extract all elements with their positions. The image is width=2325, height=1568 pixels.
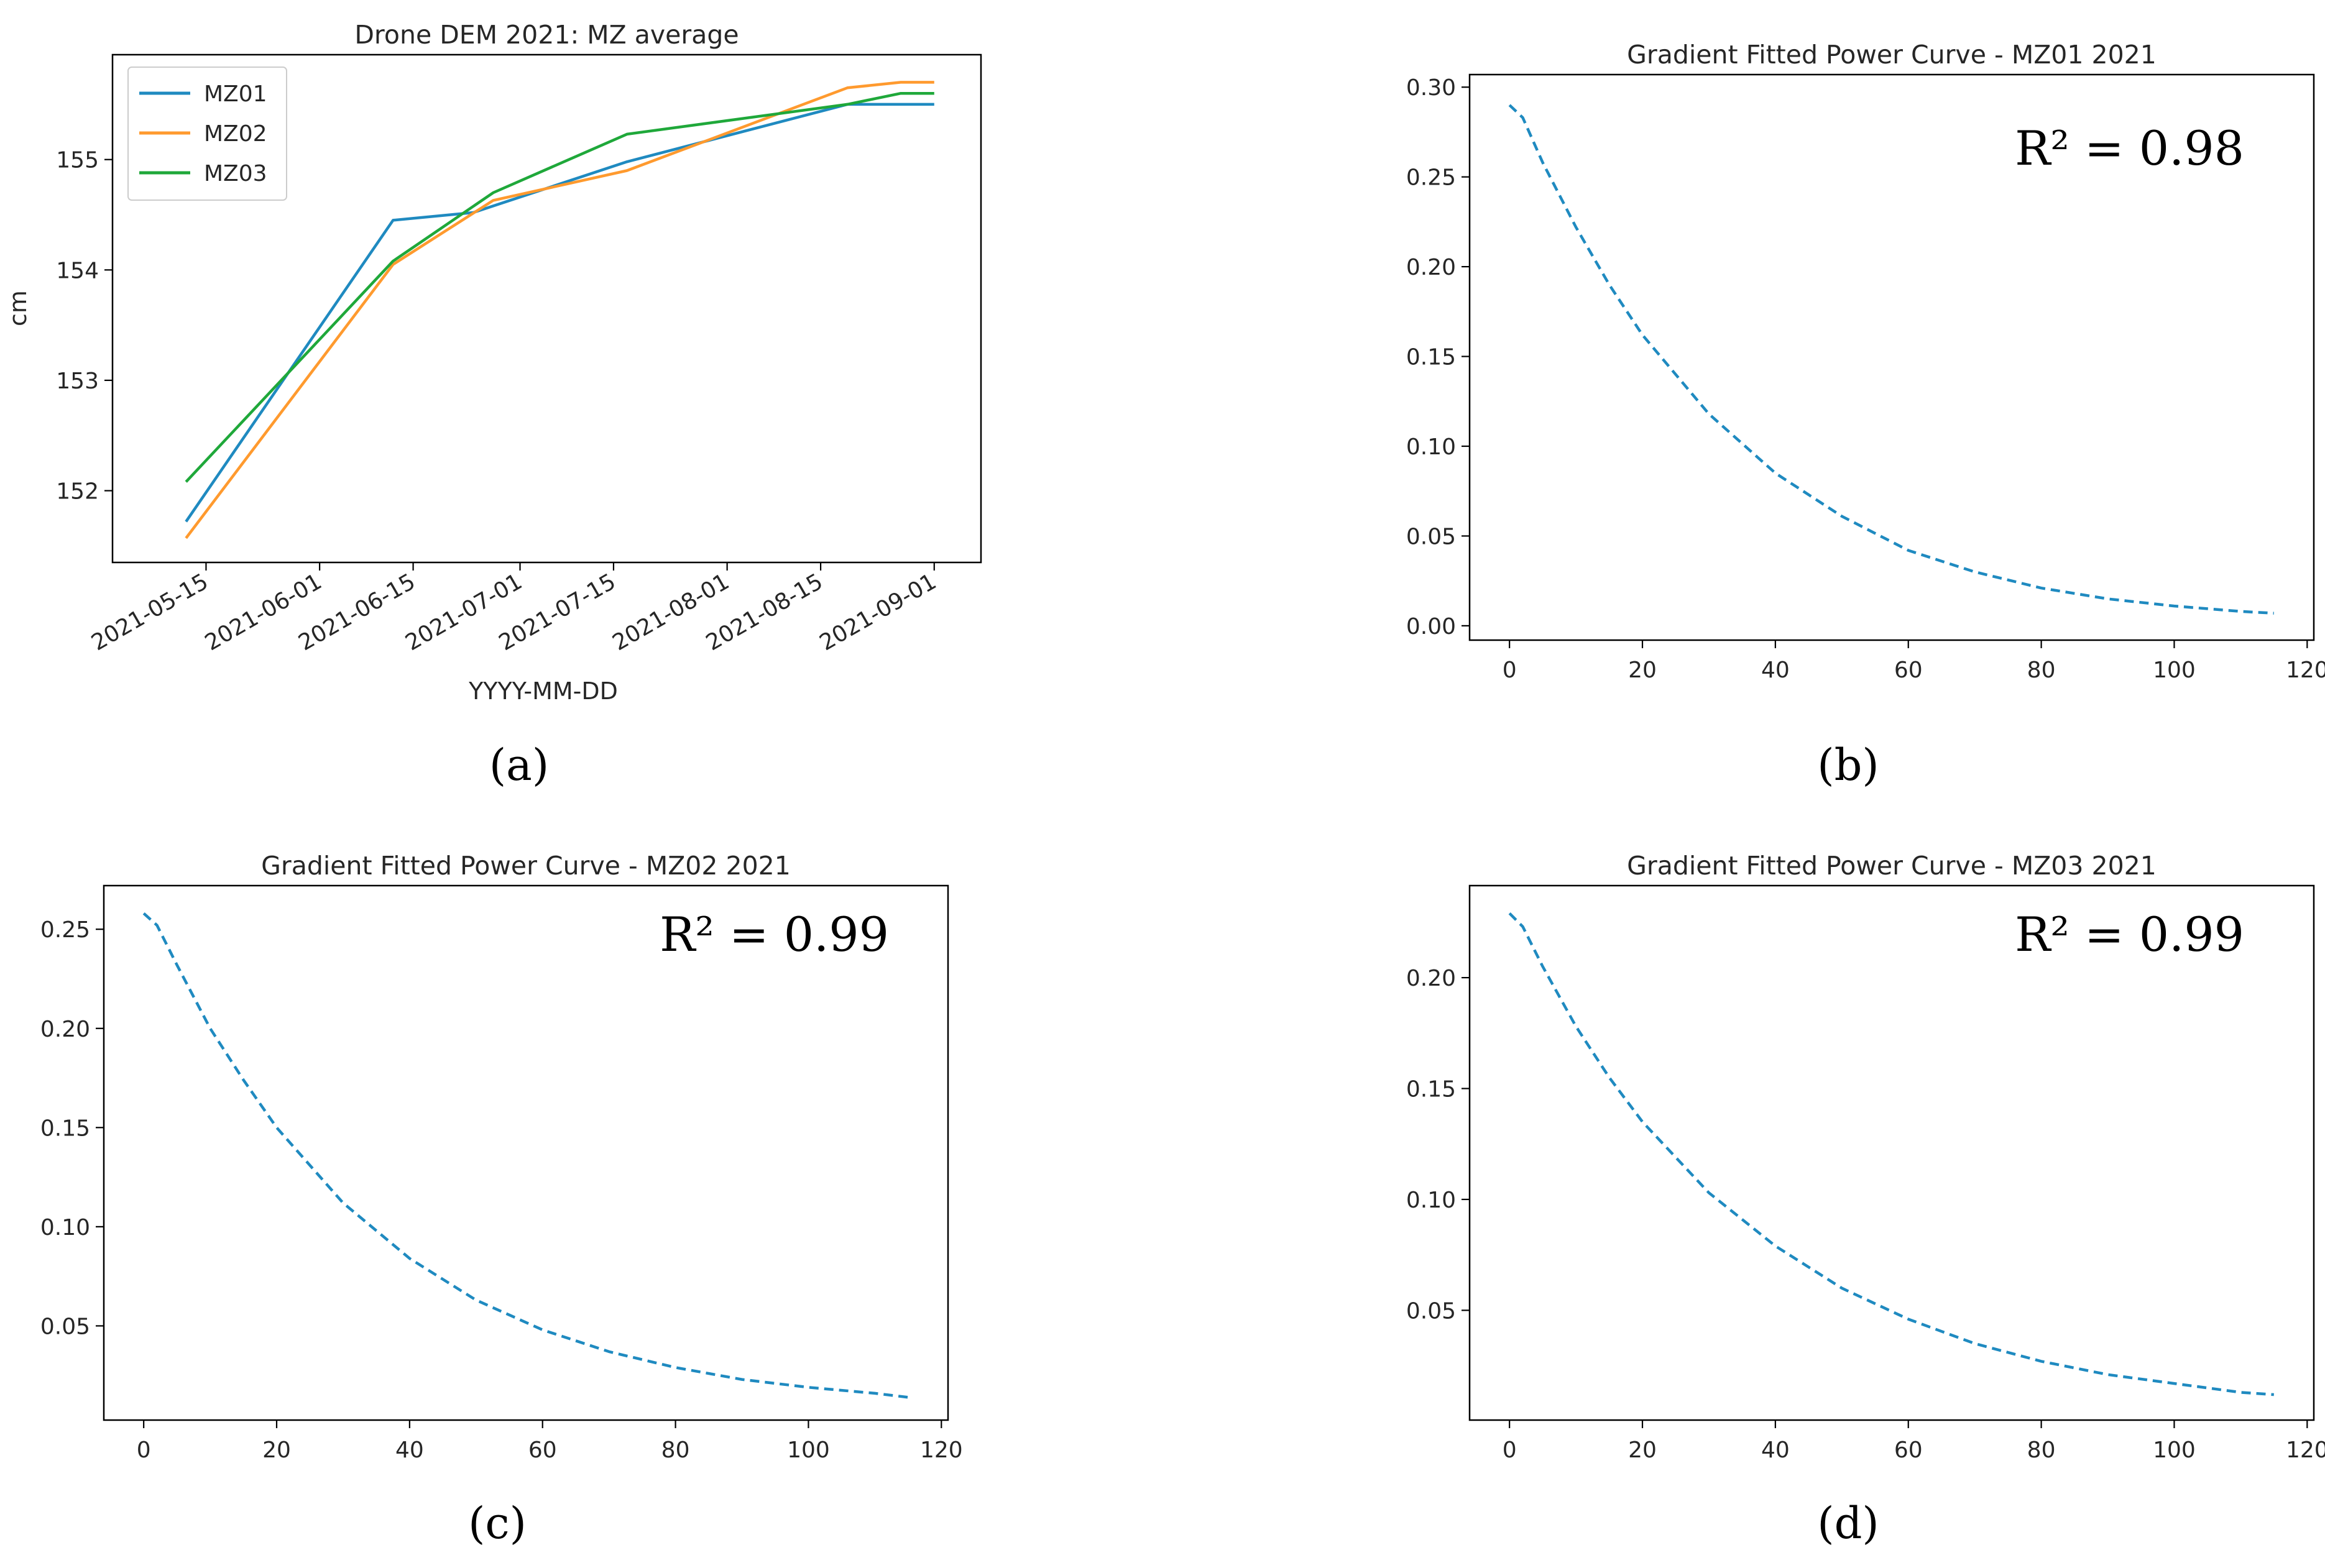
legend-box [127,66,287,201]
x-tick-label: 2021-05-15 [87,569,213,656]
x-tick-label: 80 [2027,658,2056,683]
x-tick-label: 0 [1503,1437,1517,1463]
x-tick-label: 20 [262,1437,291,1463]
chart-title: Gradient Fitted Power Curve - MZ03 2021 [1627,851,2157,881]
r-squared-annotation: R² = 0.98 [2015,121,2244,176]
x-tick-label: 120 [920,1437,963,1463]
y-tick-label: 0.10 [1406,434,1456,460]
x-tick-label: 20 [1628,1437,1657,1463]
chart-a: Drone DEM 2021: MZ average 152 153 154 155 20… [4,20,982,791]
y-tick-label: 0.10 [1406,1188,1456,1213]
legend-label-mz01: MZ01 [204,81,267,107]
r-squared-annotation: R² = 0.99 [2015,907,2244,962]
x-tick-label: 60 [528,1437,557,1463]
x-tick-label: 2021-09-01 [816,569,941,656]
plot-frame [1468,73,2315,641]
series-line-mz03 [185,91,934,483]
y-tick-label: 0.05 [1406,524,1456,549]
x-tick-label: 20 [1628,658,1657,683]
y-tick-label: 0.20 [40,1017,90,1042]
chart-title: Gradient Fitted Power Curve - MZ01 2021 [1627,40,2157,70]
y-tick-label: 0.05 [40,1314,90,1339]
plot-frame [111,53,982,564]
y-axis-label: cm [4,290,32,326]
r-squared-annotation: R² = 0.99 [660,907,889,962]
x-tick-label: 40 [1761,1437,1790,1463]
panel-label-c: (c) [468,1498,527,1549]
x-tick-label: 80 [661,1437,690,1463]
x-tick-label: 60 [1894,1437,1923,1463]
y-tick-label: 155 [56,148,99,173]
legend: MZ01 MZ02 MZ03 [127,66,287,201]
chart-b: Gradient Fitted Power Curve - MZ01 2021 0… [1406,40,2325,791]
series-line-fit [142,912,909,1399]
x-tick-label: 40 [1761,658,1790,683]
y-tick-label: 0.15 [1406,345,1456,370]
panel-label-b: (b) [1817,740,1879,791]
x-tick-label: 100 [787,1437,830,1463]
plot-frame [1468,884,2315,1421]
x-tick-label: 0 [1503,658,1517,683]
chart-c: Gradient Fitted Power Curve - MZ02 2021 0… [40,851,963,1549]
x-tick-label: 120 [2286,1437,2325,1463]
y-tick-label: 0.25 [1406,165,1456,191]
y-tick-label: 154 [56,258,99,283]
plot-frame [103,884,949,1421]
y-tick-label: 0.30 [1406,75,1456,101]
y-tick-label: 0.25 [40,917,90,943]
x-tick-label: 100 [2153,658,2196,683]
panel-label-a: (a) [489,740,549,791]
x-tick-label: 40 [395,1437,424,1463]
series-line-mz01 [185,103,934,523]
chart-title: Drone DEM 2021: MZ average [354,20,739,50]
series-line-fit [1508,912,2274,1396]
panel-label-d: (d) [1817,1498,1879,1549]
y-tick-label: 152 [56,479,99,505]
x-tick-label: 80 [2027,1437,2056,1463]
y-tick-label: 0.20 [1406,966,1456,991]
x-tick-label: 100 [2153,1437,2196,1463]
y-tick-label: 0.05 [1406,1298,1456,1324]
series-line-fit [1508,104,2274,615]
x-axis-label: YYYY-MM-DD [468,677,618,705]
y-tick-label: 0.00 [1406,614,1456,640]
y-tick-label: 153 [56,369,99,394]
y-tick-label: 0.15 [1406,1077,1456,1103]
series-line-mz02 [185,81,934,539]
legend-label-mz02: MZ02 [204,121,267,147]
y-tick-label: 0.15 [40,1116,90,1141]
chart-d: Gradient Fitted Power Curve - MZ03 2021 0… [1406,851,2325,1549]
y-tick-label: 0.20 [1406,255,1456,280]
x-tick-label: 60 [1894,658,1923,683]
x-tick-label: 120 [2286,658,2325,683]
x-tick-label: 0 [137,1437,151,1463]
legend-label-mz03: MZ03 [204,161,267,186]
y-tick-label: 0.10 [40,1215,90,1240]
chart-title: Gradient Fitted Power Curve - MZ02 2021 [261,851,791,881]
